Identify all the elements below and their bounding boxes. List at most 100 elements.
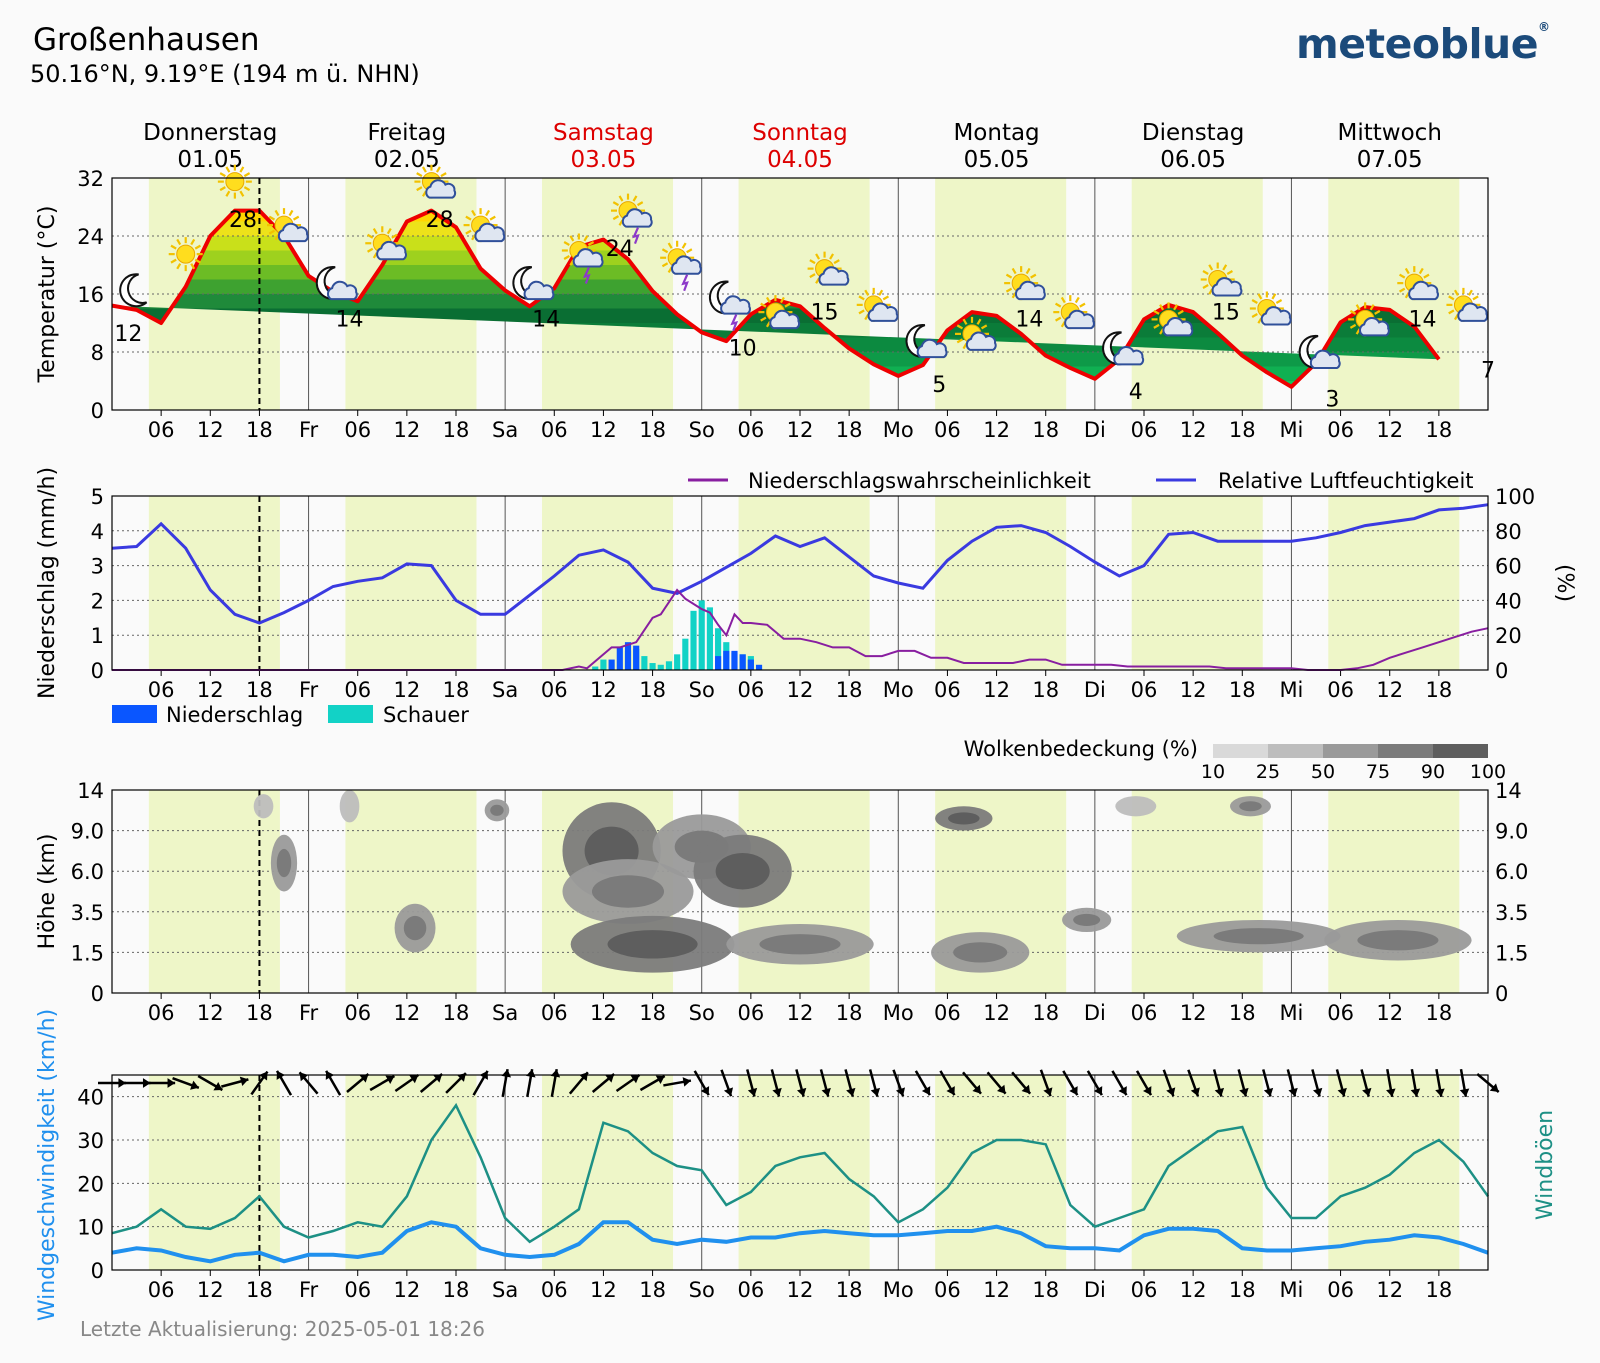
sun-ray — [1251, 299, 1258, 304]
wind-arrow-head — [213, 1082, 223, 1091]
y-tick-label: 0 — [91, 399, 104, 423]
wind-arrow — [1435, 1068, 1445, 1098]
x-tick-label: 12 — [1376, 1278, 1403, 1302]
sun-ray — [618, 195, 624, 202]
x-tick-label: 12 — [197, 678, 224, 702]
y2-tick-label: 1.5 — [1495, 941, 1528, 965]
day-name: Montag — [953, 120, 1039, 146]
sun-ray — [1257, 293, 1263, 300]
wind-arrow-head — [1118, 1086, 1127, 1096]
wind-arrow-head — [259, 1071, 268, 1081]
sun-ray — [858, 295, 865, 301]
x-tick-label: Mi — [1279, 418, 1303, 442]
x-tick-label: 06 — [737, 678, 764, 702]
moon-storm-icon — [708, 280, 751, 332]
rain-bar — [747, 659, 754, 670]
cloud-core — [607, 930, 698, 959]
moon-shape — [119, 273, 148, 308]
cloud-core — [715, 852, 770, 890]
sun-ray — [243, 186, 251, 192]
x-tick-label: 12 — [1180, 678, 1207, 702]
sun-ray — [667, 242, 673, 249]
wind-arrow-head — [142, 1078, 151, 1088]
sun-ray — [1074, 296, 1080, 304]
wind-arrow — [663, 1077, 692, 1087]
shower-bar — [674, 654, 681, 670]
y2-tick-label: 20 — [1495, 624, 1522, 648]
sun-ray — [1055, 302, 1062, 308]
sun-storm-icon — [660, 240, 702, 292]
sun-ray — [632, 195, 638, 202]
sun-ray — [1208, 264, 1214, 271]
cloud-legend-level: 25 — [1256, 761, 1280, 783]
x-tick-label: 12 — [590, 1001, 617, 1025]
sun-ray — [416, 172, 423, 178]
cloud-shape — [965, 331, 997, 351]
cloud-shape — [769, 309, 801, 330]
wind-arrow — [1410, 1068, 1421, 1098]
sun-icon — [168, 237, 203, 272]
sun-ray — [1177, 309, 1184, 315]
plot-frame — [111, 1074, 1489, 1271]
sun-ray — [569, 235, 575, 242]
sun-cloud-icon — [955, 316, 997, 351]
wind-arrow — [720, 1069, 734, 1097]
wind-arrow-head — [1410, 1088, 1421, 1097]
wind-arrow-head — [772, 1087, 782, 1097]
y2-axis-label: Windböen — [1533, 1110, 1558, 1220]
sun-ray — [1399, 287, 1406, 293]
wind-arrow — [221, 1076, 249, 1088]
wind-arrow-head — [1362, 1087, 1372, 1097]
x-tick-label: Fr — [299, 1278, 319, 1302]
sun-ray — [367, 233, 374, 239]
sun-ray — [194, 258, 201, 264]
cloud-cell — [1115, 796, 1157, 817]
x-tick-label: 06 — [934, 1001, 961, 1025]
cloud-legend-swatch — [1213, 744, 1268, 758]
wind-arrow — [1039, 1069, 1053, 1097]
x-tick-label: 12 — [787, 418, 814, 442]
x-tick-label: Fr — [299, 678, 319, 702]
legend-swatch — [112, 705, 157, 723]
sun-ray — [612, 201, 620, 207]
lightning-bolt — [730, 314, 739, 332]
x-tick-label: 18 — [1229, 678, 1256, 702]
x-tick-label: Sa — [492, 678, 518, 702]
sun-ray — [962, 318, 968, 325]
y-axis-label: Windgeschwindigkeit (km/h) — [35, 1009, 60, 1321]
cloud-legend-swatch — [1268, 744, 1323, 758]
sun-ray — [563, 241, 570, 246]
sun-ray — [176, 238, 182, 246]
daylight-band — [1131, 790, 1263, 993]
y2-tick-label: 0 — [1495, 659, 1508, 683]
daylight-band — [148, 1075, 280, 1270]
moon-cloud-icon — [512, 265, 555, 301]
daylight-band — [148, 496, 280, 670]
wind-arrow-head — [700, 1086, 710, 1096]
wind-arrow — [1459, 1068, 1470, 1098]
rain-bar — [624, 642, 632, 670]
x-tick-label: 18 — [246, 1278, 273, 1302]
x-tick-label: 12 — [590, 418, 617, 442]
cloud-shape — [425, 179, 457, 199]
temperature-label: 15 — [1212, 300, 1240, 325]
y-tick-label: 9.0 — [71, 820, 104, 844]
cloud-legend-swatch — [1433, 744, 1488, 758]
shower-bar — [682, 638, 689, 670]
x-tick-label: 18 — [639, 418, 666, 442]
sun-ray — [636, 201, 644, 207]
wind-arrow-head — [433, 1074, 443, 1083]
cloud-shape — [916, 338, 948, 359]
sun-ray — [1423, 273, 1430, 279]
x-tick-label: 06 — [737, 418, 764, 442]
sun-ray — [858, 309, 865, 315]
wind-arrow-head — [385, 1075, 395, 1084]
x-tick-label: Fr — [299, 1001, 319, 1025]
sun-ray — [176, 263, 182, 270]
sun-cloud-icon — [1446, 287, 1489, 322]
sun-ray — [416, 186, 423, 192]
logo-registered: ® — [1538, 20, 1550, 34]
plot-frame — [111, 495, 1489, 671]
wind-arrow-head — [409, 1074, 419, 1084]
wind-arrow — [795, 1069, 807, 1097]
